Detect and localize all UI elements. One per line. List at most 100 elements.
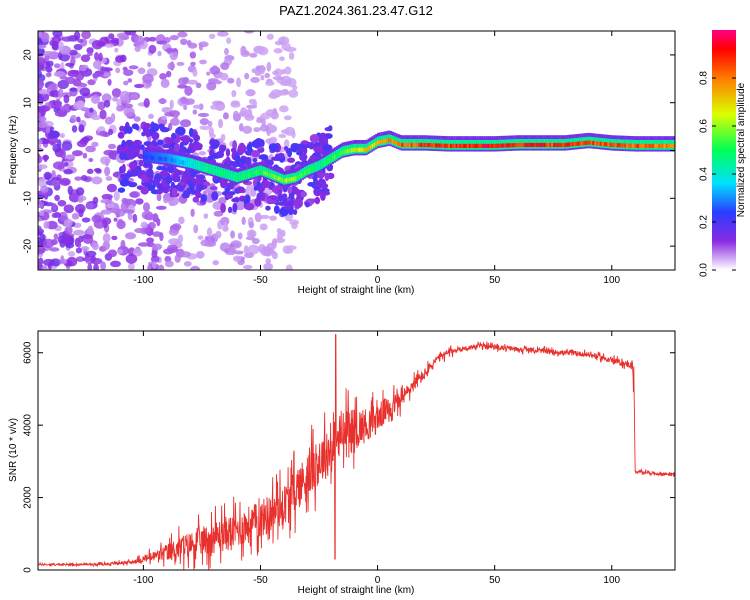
noise-blob	[115, 55, 125, 63]
noise-blob	[51, 170, 56, 178]
noise-blob	[206, 71, 211, 76]
noise-blob	[119, 90, 131, 101]
noise-blob	[132, 248, 143, 257]
ridge-blob	[145, 168, 154, 178]
noise-blob	[61, 140, 73, 151]
noise-blob	[134, 83, 145, 89]
noise-blob	[45, 125, 51, 134]
spectrogram-xtick-label: -50	[253, 275, 268, 286]
noise-blob	[161, 115, 167, 121]
ridge-core	[626, 143, 629, 148]
ridge-core	[369, 145, 372, 150]
noise-blob	[279, 56, 285, 61]
noise-blob	[169, 99, 174, 110]
ridge-core	[431, 143, 434, 148]
ridge-core	[553, 142, 556, 148]
noise-blob	[211, 65, 219, 72]
ridge-core	[586, 140, 589, 145]
ridge-core	[502, 143, 505, 148]
noise-blob	[114, 47, 119, 53]
spectrogram-ytick-label: 20	[23, 49, 34, 61]
noise-blob	[195, 250, 205, 259]
snr-ylabel: SNR (10 * v/v)	[8, 418, 19, 482]
noise-blob	[106, 203, 115, 209]
ridge-core	[193, 163, 196, 168]
ridge-core	[347, 148, 350, 154]
ridge-blob	[244, 202, 255, 211]
ridge-core	[249, 172, 252, 177]
ridge-core	[408, 142, 411, 148]
ridge-core	[292, 176, 295, 181]
ridge-core	[573, 141, 576, 147]
ridge-core	[195, 163, 198, 168]
noise-blob	[87, 225, 94, 236]
noise-blob	[75, 82, 88, 88]
ridge-core	[629, 143, 632, 148]
ridge-core	[380, 139, 383, 144]
ridge-core	[296, 175, 299, 180]
ridge-core	[498, 143, 501, 148]
ridge-blob	[322, 144, 333, 151]
ridge-blob	[183, 192, 190, 197]
noise-blob	[108, 128, 114, 136]
noise-blob	[209, 133, 216, 139]
ridge-core	[442, 143, 445, 148]
noise-blob	[183, 261, 192, 267]
noise-blob	[59, 177, 71, 186]
noise-blob	[262, 246, 274, 257]
noise-blob	[261, 119, 267, 127]
ridge-core	[461, 143, 464, 149]
noise-blob	[87, 79, 96, 86]
noise-blob	[133, 116, 141, 122]
noise-blob	[80, 246, 90, 251]
noise-blob	[247, 244, 260, 255]
ridge-blob	[237, 143, 247, 154]
ridge-core	[508, 143, 511, 148]
noise-blob	[38, 57, 46, 66]
noise-blob	[99, 109, 107, 120]
snr-xtick-label: 100	[603, 575, 620, 586]
noise-blob	[276, 228, 282, 234]
ridge-core	[337, 152, 340, 157]
snr-series-line	[38, 334, 675, 570]
noise-blob	[134, 35, 145, 46]
noise-blob	[105, 176, 113, 181]
noise-blob	[79, 87, 91, 97]
ridge-blob	[231, 197, 240, 203]
ridge-blob	[258, 154, 269, 161]
noise-blob	[184, 85, 193, 96]
noise-blob	[92, 242, 99, 251]
ridge-core	[569, 142, 572, 147]
noise-blob	[98, 130, 108, 137]
ridge-core	[421, 142, 424, 148]
ridge-core	[594, 141, 597, 146]
ridge-core	[579, 141, 582, 146]
noise-blob	[59, 133, 65, 139]
ridge-core	[182, 160, 185, 165]
spectrogram-xtick-label: 0	[375, 275, 381, 286]
ridge-core	[285, 178, 288, 183]
noise-blob	[223, 222, 228, 231]
noise-blob	[98, 52, 103, 62]
chart-title: PAZ1.2024.361.23.47.G12	[279, 3, 433, 18]
ridge-core	[622, 143, 625, 148]
ridge-core	[210, 168, 213, 173]
ridge-blob	[175, 126, 186, 136]
snr-ytick-label: 2000	[23, 486, 34, 509]
noise-blob	[63, 204, 75, 214]
noise-blob	[142, 202, 151, 212]
ridge-core	[212, 168, 215, 174]
ridge-blob	[121, 163, 126, 174]
ridge-blob	[167, 137, 173, 146]
noise-blob	[282, 245, 292, 254]
noise-blob	[178, 77, 188, 85]
noise-blob	[174, 254, 181, 263]
noise-blob	[165, 48, 177, 53]
noise-blob	[121, 197, 129, 204]
noise-blob	[102, 233, 111, 243]
noise-blob	[226, 37, 232, 44]
ridge-blob	[234, 187, 241, 194]
noise-blob	[288, 51, 295, 60]
noise-blob	[254, 70, 262, 76]
